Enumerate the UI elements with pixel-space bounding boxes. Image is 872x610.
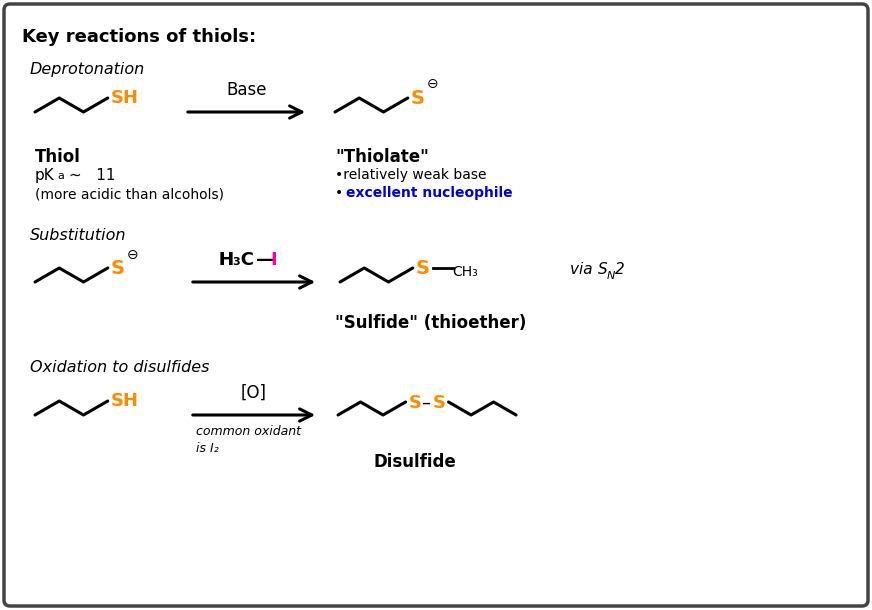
- Text: S: S: [416, 259, 430, 279]
- Text: Disulfide: Disulfide: [373, 453, 456, 471]
- Text: "Thiolate": "Thiolate": [335, 148, 429, 166]
- Text: •relatively weak base: •relatively weak base: [335, 168, 487, 182]
- Text: ⊖: ⊖: [126, 248, 139, 262]
- Text: S: S: [409, 394, 421, 412]
- Text: S: S: [433, 394, 446, 412]
- Text: a: a: [57, 171, 64, 181]
- Text: Key reactions of thiols:: Key reactions of thiols:: [22, 28, 256, 46]
- Text: 2: 2: [615, 262, 624, 277]
- Text: SH: SH: [111, 392, 139, 410]
- Text: I: I: [270, 251, 276, 269]
- Text: Thiol: Thiol: [35, 148, 81, 166]
- Text: •: •: [335, 186, 348, 200]
- Text: S: S: [411, 90, 425, 109]
- Text: S: S: [598, 262, 608, 277]
- Text: N: N: [607, 271, 616, 281]
- Text: ⊖: ⊖: [426, 77, 439, 91]
- Text: [O]: [O]: [241, 384, 267, 402]
- Text: Base: Base: [226, 81, 267, 99]
- Text: H: H: [218, 251, 233, 269]
- Text: ~   11: ~ 11: [64, 168, 115, 183]
- Text: "Sulfide" (thioether): "Sulfide" (thioether): [335, 314, 527, 332]
- Text: common oxidant: common oxidant: [196, 425, 301, 438]
- Text: —: —: [256, 251, 274, 269]
- Text: SH: SH: [111, 89, 139, 107]
- Text: CH₃: CH₃: [453, 265, 479, 279]
- Text: Deprotonation: Deprotonation: [30, 62, 146, 77]
- FancyBboxPatch shape: [4, 4, 868, 606]
- Text: is I₂: is I₂: [196, 442, 219, 455]
- Text: excellent nucleophile: excellent nucleophile: [346, 186, 513, 200]
- Text: pK: pK: [35, 168, 55, 183]
- Text: Substitution: Substitution: [30, 228, 126, 243]
- Text: S: S: [111, 259, 125, 279]
- Text: –: –: [421, 394, 431, 412]
- Text: (more acidic than alcohols): (more acidic than alcohols): [35, 187, 224, 201]
- Text: Oxidation to disulfides: Oxidation to disulfides: [30, 360, 209, 375]
- Text: via: via: [570, 262, 597, 277]
- Text: H₃C: H₃C: [218, 251, 254, 269]
